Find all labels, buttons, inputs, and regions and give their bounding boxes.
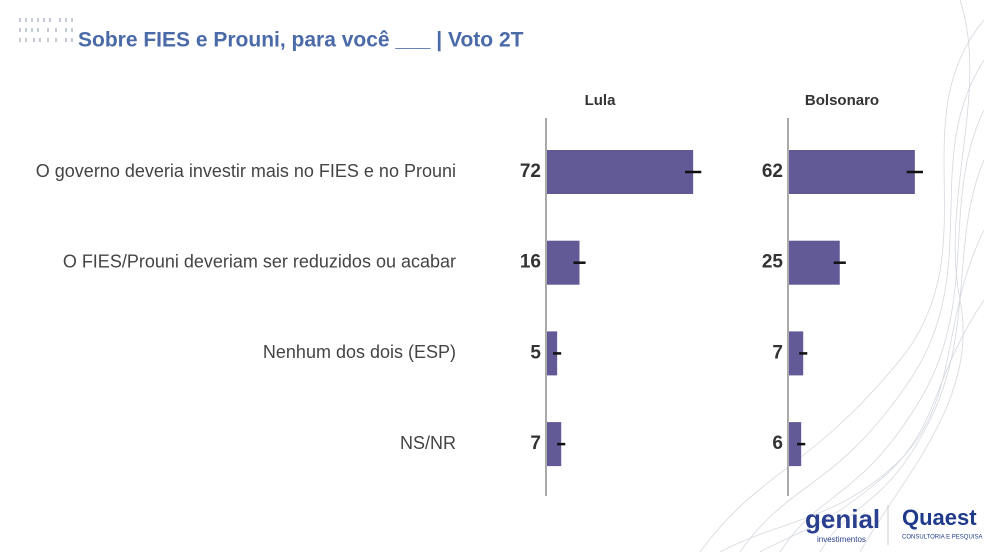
category-label: NS/NR	[400, 433, 456, 453]
value-label: 6	[772, 433, 783, 454]
decor-mark	[19, 18, 73, 42]
bar	[789, 331, 804, 376]
category-label: O governo deveria investir mais no FIES …	[36, 161, 456, 181]
category-label: O FIES/Prouni deveriam ser reduzidos ou …	[63, 251, 456, 271]
bar	[789, 422, 802, 467]
value-label: 7	[772, 342, 783, 363]
value-label: 5	[530, 342, 541, 363]
logo-genial: genial	[805, 504, 880, 534]
panel-header: Lula	[585, 92, 616, 109]
value-label: 16	[520, 252, 541, 273]
category-label: Nenhum dos dois (ESP)	[263, 342, 456, 362]
logo-genial-sub: investimentos	[817, 535, 866, 544]
decor-waves	[699, 0, 984, 552]
value-label: 62	[762, 161, 783, 182]
value-label: 7	[530, 433, 541, 454]
bar	[789, 240, 840, 285]
bar	[547, 331, 558, 376]
bar	[789, 150, 915, 194]
bar	[547, 150, 694, 194]
value-label: 72	[520, 161, 541, 182]
logo-quaest: Quaest	[902, 505, 977, 530]
panel-header: Bolsonaro	[805, 92, 879, 109]
value-label: 25	[762, 252, 784, 273]
logo-quaest-sub: CONSULTORIA E PESQUISA	[902, 535, 982, 541]
bar	[547, 422, 562, 467]
chart-title: Sobre FIES e Prouni, para você ___ | Vot…	[78, 29, 524, 52]
